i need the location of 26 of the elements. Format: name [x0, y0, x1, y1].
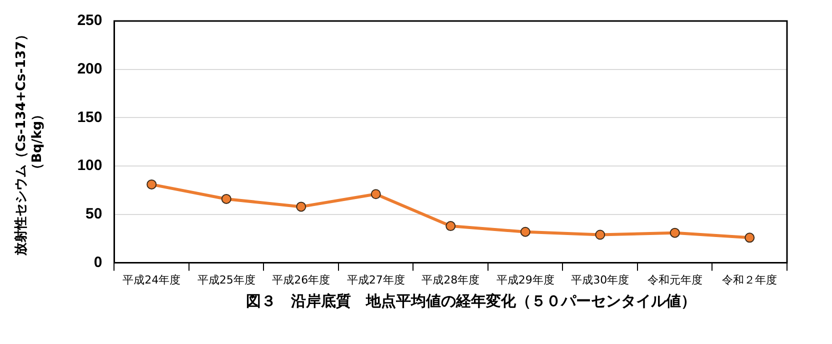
x-tick-label: 令和元年度 — [647, 273, 702, 286]
y-tick-label: 200 — [77, 60, 102, 78]
point — [146, 179, 157, 190]
x-tick-label: 平成25年度 — [197, 273, 256, 286]
point — [670, 228, 680, 238]
point — [595, 230, 606, 240]
point — [446, 221, 456, 232]
y-tick-label: 250 — [77, 12, 102, 30]
x-tick-label: 平成30年度 — [571, 273, 630, 286]
y-tick-label: 0 — [94, 254, 102, 271]
x-tick-label: 平成29年度 — [496, 273, 554, 286]
y-tick-label: 150 — [77, 108, 102, 126]
point — [370, 189, 381, 200]
x-tick-label: 平成26年度 — [272, 273, 330, 286]
x-tick-label: 令和２年度 — [722, 273, 778, 286]
x-tick-label: 平成28年度 — [422, 273, 480, 286]
point — [296, 202, 306, 212]
point — [221, 194, 232, 204]
point — [520, 226, 530, 237]
y-tick-label: 50 — [86, 206, 102, 223]
point — [744, 232, 755, 243]
y-axis-title: 放射性セシウム（Cs-134+Cs-137）（Bq/kg） — [14, 28, 45, 257]
x-tick-label: 平成27年度 — [346, 273, 405, 286]
x-tick-label: 平成24年度 — [122, 273, 181, 286]
text: 図３ 沿岸底質 地点平均値の経年変化（５０パーセンタイル値） — [245, 292, 697, 311]
y-tick-label: 100 — [77, 157, 102, 174]
